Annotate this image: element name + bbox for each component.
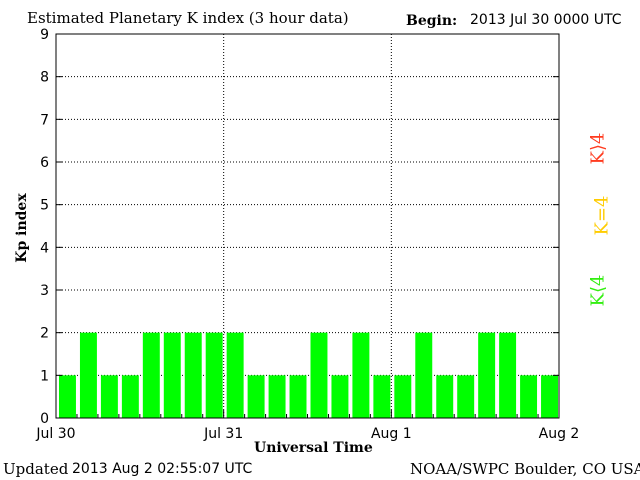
kp-bar bbox=[59, 375, 76, 418]
y-tick-label: 8 bbox=[40, 70, 49, 86]
y-tick-label: 4 bbox=[40, 240, 49, 256]
legend-k-above-4: K⟩4 bbox=[587, 132, 609, 165]
kp-bar bbox=[331, 375, 349, 418]
y-tick-label: 3 bbox=[40, 283, 49, 299]
y-axis-label: Kp index bbox=[14, 193, 30, 263]
kp-bar bbox=[268, 375, 286, 418]
kp-bar bbox=[79, 332, 97, 418]
x-tick-label: Jul 30 bbox=[35, 426, 75, 442]
kp-bar bbox=[100, 375, 118, 418]
updated-label: Updated bbox=[3, 460, 69, 478]
begin-label: Begin: bbox=[406, 13, 458, 29]
y-tick-label: 2 bbox=[40, 326, 49, 342]
legend-k-below-4: K⟨4 bbox=[587, 274, 609, 307]
chart-title: Estimated Planetary K index (3 hour data… bbox=[27, 9, 349, 27]
kp-bar bbox=[352, 332, 370, 418]
y-tick-label: 6 bbox=[40, 155, 49, 171]
kp-bar bbox=[142, 332, 160, 418]
kp-bar bbox=[415, 332, 433, 418]
legend-k-equals-4: K=4 bbox=[591, 195, 613, 236]
y-tick-label: 5 bbox=[40, 198, 49, 214]
kp-bar bbox=[247, 375, 265, 418]
y-tick-label: 9 bbox=[40, 27, 49, 43]
kp-bar bbox=[205, 332, 223, 418]
updated-value: 2013 Aug 2 02:55:07 UTC bbox=[72, 461, 253, 477]
kp-bar bbox=[436, 375, 454, 418]
kp-bar bbox=[541, 375, 558, 418]
x-tick-label: Aug 2 bbox=[539, 426, 580, 442]
kp-bar bbox=[394, 375, 412, 418]
x-tick-label: Jul 31 bbox=[203, 426, 243, 442]
kp-bar bbox=[121, 375, 139, 418]
kp-bar bbox=[457, 375, 475, 418]
credit-label: NOAA/SWPC Boulder, CO USA bbox=[410, 460, 640, 478]
kp-bar bbox=[310, 332, 328, 418]
kp-bar bbox=[184, 332, 202, 418]
y-tick-label: 0 bbox=[40, 411, 49, 427]
y-tick-label: 7 bbox=[40, 112, 49, 128]
begin-value: 2013 Jul 30 0000 UTC bbox=[470, 12, 622, 28]
kp-bar bbox=[520, 375, 538, 418]
kp-bar bbox=[478, 332, 496, 418]
kp-bar bbox=[163, 332, 181, 418]
kp-bar bbox=[373, 375, 391, 418]
kp-bar bbox=[499, 332, 517, 418]
x-axis-label: Universal Time bbox=[254, 440, 373, 456]
kp-bar bbox=[289, 375, 307, 418]
kp-bar bbox=[226, 332, 244, 418]
x-tick-label: Aug 1 bbox=[371, 426, 412, 442]
y-tick-label: 1 bbox=[40, 368, 49, 384]
